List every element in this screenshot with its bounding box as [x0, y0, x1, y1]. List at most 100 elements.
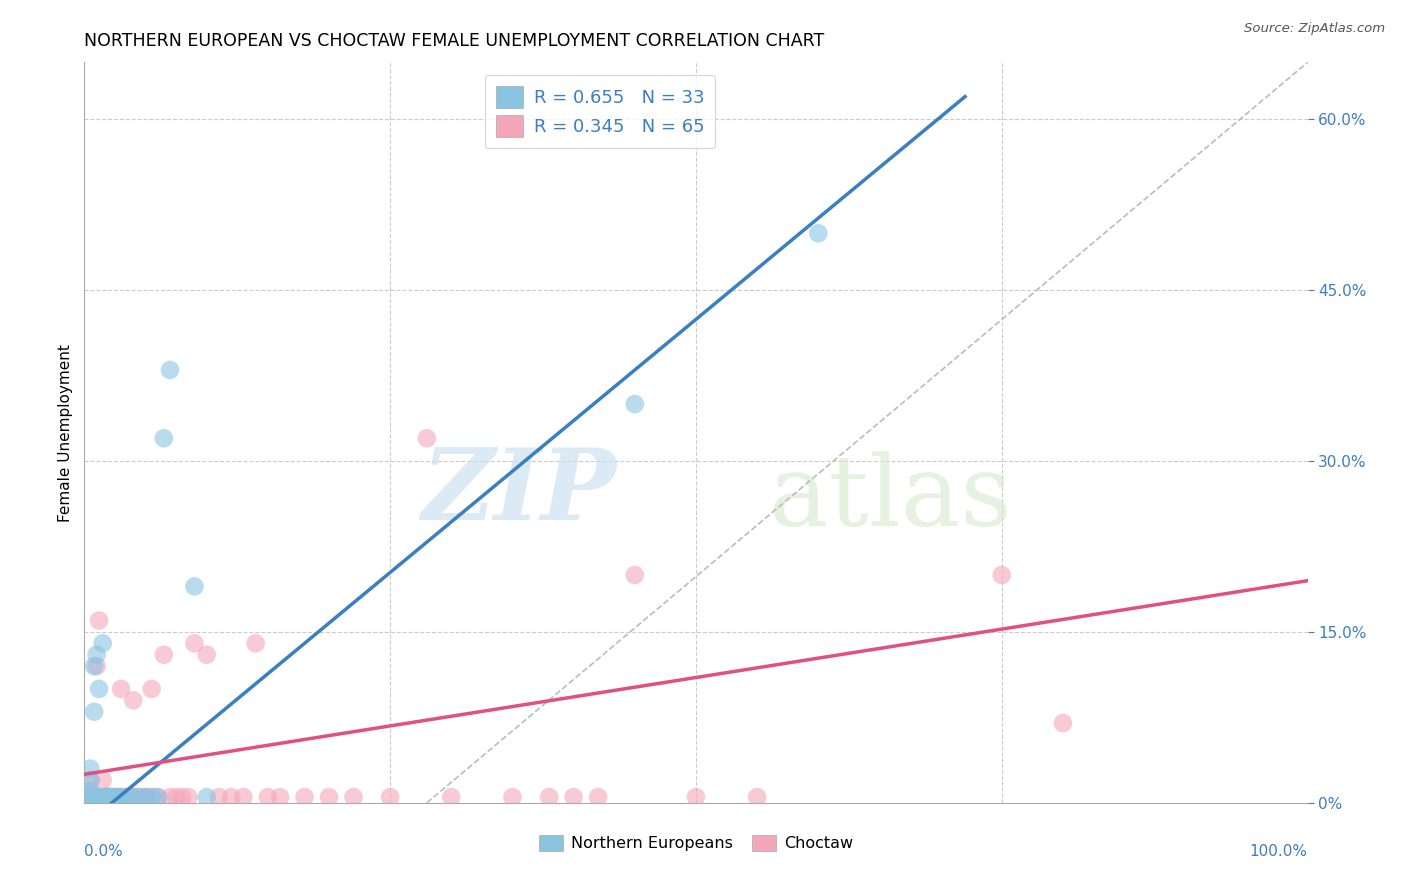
Point [112, 790, 135, 805]
Point [141, 790, 163, 805]
Point [87, 790, 110, 805]
Point [120, 790, 142, 805]
Y-axis label: Female Unemployment: Female Unemployment [58, 343, 73, 522]
Point [807, 227, 830, 241]
Point [183, 579, 205, 593]
Point [128, 790, 150, 805]
Point [96, 790, 118, 805]
Point [183, 636, 205, 650]
Point [165, 790, 187, 805]
Point [86, 648, 108, 662]
Point [79, 790, 101, 805]
Point [269, 790, 291, 805]
Point [110, 681, 132, 696]
Point [104, 790, 127, 805]
Point [79, 784, 101, 798]
Point [153, 648, 176, 662]
Point [122, 790, 145, 805]
Point [135, 790, 157, 805]
Point [83, 790, 105, 805]
Point [110, 790, 132, 805]
Point [538, 790, 561, 805]
Point [100, 790, 122, 805]
Point [294, 790, 316, 805]
Point [96, 790, 118, 805]
Point [416, 431, 439, 445]
Point [107, 790, 129, 805]
Text: 0.0%: 0.0% [84, 844, 124, 858]
Text: ZIP: ZIP [422, 443, 616, 540]
Point [257, 790, 280, 805]
Point [380, 790, 402, 805]
Point [219, 790, 242, 805]
Point [177, 790, 200, 805]
Point [79, 762, 101, 776]
Point [83, 659, 105, 673]
Point [153, 431, 176, 445]
Point [624, 568, 647, 582]
Text: atlas: atlas [769, 451, 1012, 547]
Point [91, 772, 114, 787]
Point [86, 659, 108, 673]
Point [141, 790, 163, 805]
Point [747, 790, 769, 805]
Point [91, 790, 114, 805]
Point [146, 790, 169, 805]
Point [208, 790, 231, 805]
Point [1052, 716, 1074, 731]
Point [232, 790, 254, 805]
Text: NORTHERN EUROPEAN VS CHOCTAW FEMALE UNEMPLOYMENT CORRELATION CHART: NORTHERN EUROPEAN VS CHOCTAW FEMALE UNEM… [84, 32, 824, 50]
Point [104, 790, 127, 805]
Point [100, 790, 122, 805]
Point [122, 790, 145, 805]
Point [87, 681, 110, 696]
Point [502, 790, 524, 805]
Point [318, 790, 340, 805]
Point [91, 790, 114, 805]
Point [79, 784, 101, 798]
Point [96, 790, 118, 805]
Point [91, 790, 114, 805]
Point [122, 790, 145, 805]
Point [115, 790, 138, 805]
Point [86, 790, 108, 805]
Point [991, 568, 1014, 582]
Point [135, 790, 157, 805]
Point [97, 790, 120, 805]
Point [79, 772, 101, 787]
Point [83, 705, 105, 719]
Point [79, 790, 101, 805]
Point [87, 614, 110, 628]
Point [97, 790, 120, 805]
Point [104, 790, 127, 805]
Point [125, 790, 148, 805]
Point [159, 363, 181, 377]
Point [128, 790, 150, 805]
Point [96, 790, 118, 805]
Point [115, 790, 138, 805]
Point [135, 790, 157, 805]
Point [146, 790, 169, 805]
Point [195, 790, 218, 805]
Point [79, 772, 101, 787]
Point [96, 790, 118, 805]
Legend: Northern Europeans, Choctaw: Northern Europeans, Choctaw [533, 829, 859, 858]
Point [115, 790, 138, 805]
Point [195, 648, 218, 662]
Point [97, 790, 120, 805]
Point [624, 397, 647, 411]
Point [110, 790, 132, 805]
Point [86, 790, 108, 805]
Point [87, 790, 110, 805]
Point [141, 681, 163, 696]
Point [245, 636, 267, 650]
Point [685, 790, 707, 805]
Point [79, 790, 101, 805]
Point [107, 790, 129, 805]
Text: 100.0%: 100.0% [1250, 844, 1308, 858]
Point [91, 636, 114, 650]
Point [342, 790, 364, 805]
Text: Source: ZipAtlas.com: Source: ZipAtlas.com [1244, 22, 1385, 36]
Point [586, 790, 609, 805]
Point [440, 790, 463, 805]
